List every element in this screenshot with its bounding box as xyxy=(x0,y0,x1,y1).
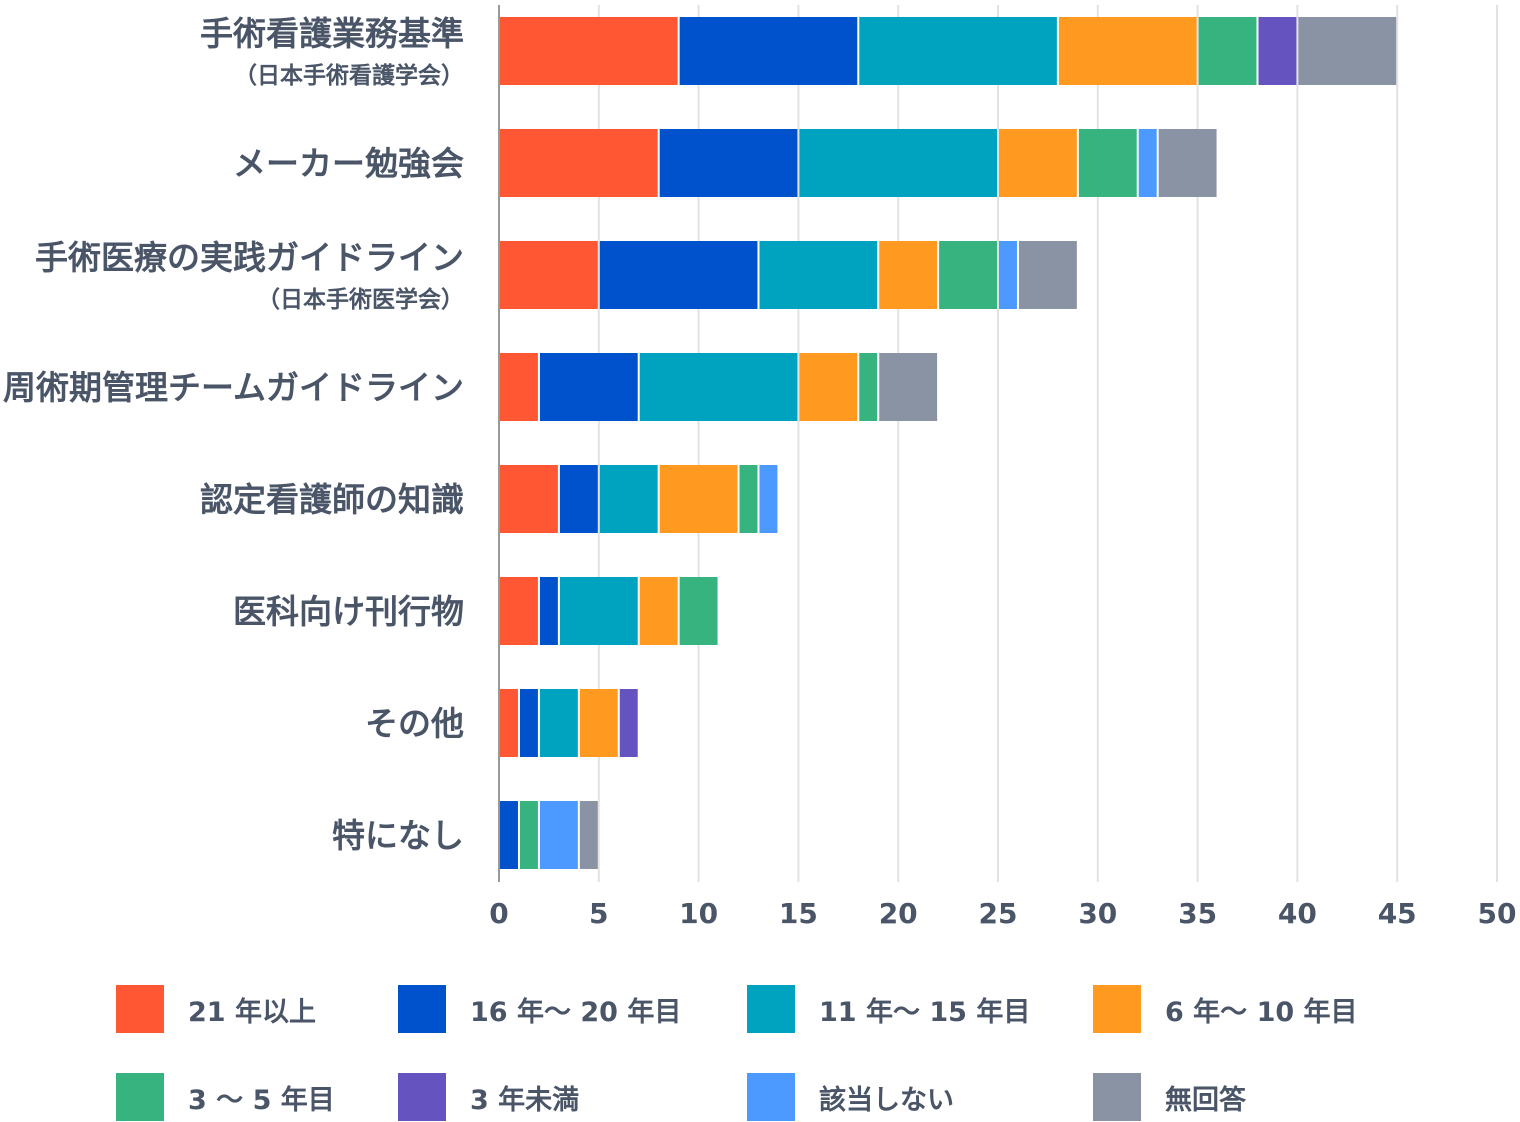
bar-segment xyxy=(619,689,638,757)
bar-segment xyxy=(879,353,938,421)
bar-segment xyxy=(500,241,598,309)
legend-item: 6 年～ 10 年目 xyxy=(1093,985,1358,1033)
category-label: 周術期管理チームガイドライン xyxy=(3,368,464,407)
x-axis-ticks: 0 5 10 15 20 25 30 35 40 45 50 xyxy=(489,897,1516,930)
category-sublabel: （日本手術医学会） xyxy=(257,286,464,313)
x-tick-label: 45 xyxy=(1378,897,1417,930)
bar-segment xyxy=(539,577,558,645)
bar-segment xyxy=(539,801,578,869)
x-tick-label: 15 xyxy=(779,897,818,930)
bars xyxy=(500,17,1397,869)
x-tick-label: 35 xyxy=(1178,897,1217,930)
legend-item: 16 年～ 20 年目 xyxy=(398,985,681,1033)
x-tick-label: 30 xyxy=(1078,897,1117,930)
legend-item: 3 年未満 xyxy=(398,1073,579,1121)
bar-segment xyxy=(500,129,658,197)
bar-segment xyxy=(559,577,638,645)
category-label: 認定看護師の知識 xyxy=(200,480,464,519)
x-tick-label: 5 xyxy=(589,897,608,930)
legend-label: 該当しない xyxy=(819,1084,954,1116)
x-tick-label: 25 xyxy=(979,897,1018,930)
category-label: メーカー勉強会 xyxy=(233,144,464,183)
legend-swatch xyxy=(116,985,164,1033)
category-label: 手術医療の実践ガイドライン xyxy=(35,238,464,277)
legend-label: 16 年～ 20 年目 xyxy=(470,996,682,1028)
bar-segment xyxy=(500,577,538,645)
legend-label: 無回答 xyxy=(1165,1084,1246,1116)
legend-item: 11 年～ 15 年目 xyxy=(747,985,1030,1033)
legend-label: 21 年以上 xyxy=(188,996,316,1028)
bar-segment xyxy=(500,689,518,757)
bar-segment xyxy=(759,241,878,309)
bar-segment xyxy=(739,465,758,533)
bar-segment xyxy=(539,689,578,757)
legend-swatch xyxy=(1093,1073,1141,1121)
bar-segment xyxy=(519,689,538,757)
bar-segment xyxy=(879,241,938,309)
legend-swatch xyxy=(747,1073,795,1121)
legend-swatch xyxy=(747,985,795,1033)
bar-segment xyxy=(1258,17,1297,85)
bar-segment xyxy=(679,577,718,645)
category-label: 手術看護業務基準 xyxy=(200,14,464,53)
legend-swatch xyxy=(116,1073,164,1121)
category-label: 特になし xyxy=(332,816,464,855)
bar-segment xyxy=(1078,129,1137,197)
bar-segment xyxy=(519,801,538,869)
bar-segment xyxy=(999,129,1077,197)
x-tick-label: 0 xyxy=(489,897,508,930)
bar-segment xyxy=(1018,241,1077,309)
bar-segment xyxy=(539,353,638,421)
legend-label: 3 年未満 xyxy=(470,1084,580,1116)
bar-segment xyxy=(859,353,878,421)
legend-swatch xyxy=(398,985,446,1033)
x-tick-label: 50 xyxy=(1478,897,1517,930)
bar-segment xyxy=(679,17,858,85)
bar-segment xyxy=(759,465,778,533)
bar-segment xyxy=(999,241,1017,309)
bar-segment xyxy=(859,17,1057,85)
bar-segment xyxy=(799,129,997,197)
category-label: 医科向け刊行物 xyxy=(233,592,464,631)
bar-segment xyxy=(599,241,758,309)
x-tick-label: 20 xyxy=(879,897,918,930)
bar-segment xyxy=(659,465,738,533)
bar-segment xyxy=(1198,17,1257,85)
bar-segment xyxy=(500,17,678,85)
legend-label: 6 年～ 10 年目 xyxy=(1165,996,1358,1028)
bar-segment xyxy=(639,353,798,421)
legend-item: 21 年以上 xyxy=(116,985,316,1033)
legend-item: 無回答 xyxy=(1093,1073,1246,1121)
bar-segment xyxy=(559,465,598,533)
category-label: その他 xyxy=(365,704,464,743)
legend-item: 3 ～ 5 年目 xyxy=(116,1073,335,1121)
bar-segment xyxy=(579,801,598,869)
x-tick-label: 40 xyxy=(1278,897,1317,930)
bar-segment xyxy=(939,241,997,309)
bar-segment xyxy=(639,577,678,645)
legend-item: 該当しない xyxy=(747,1073,954,1121)
legend-swatch xyxy=(398,1073,446,1121)
bar-segment xyxy=(599,465,658,533)
bar-segment xyxy=(500,353,538,421)
bar-segment xyxy=(579,689,618,757)
x-tick-label: 10 xyxy=(679,897,718,930)
bar-segment xyxy=(659,129,798,197)
bar-segment xyxy=(500,801,518,869)
legend-label: 11 年～ 15 年目 xyxy=(819,996,1031,1028)
category-sublabel: （日本手術看護学会） xyxy=(234,62,464,89)
bar-segment xyxy=(799,353,858,421)
bar-segment xyxy=(1138,129,1157,197)
bar-segment xyxy=(500,465,558,533)
legend-label: 3 ～ 5 年目 xyxy=(188,1084,335,1116)
bar-segment xyxy=(1058,17,1197,85)
bar-segment xyxy=(1158,129,1217,197)
bar-segment xyxy=(1298,17,1397,85)
legend-swatch xyxy=(1093,985,1141,1033)
